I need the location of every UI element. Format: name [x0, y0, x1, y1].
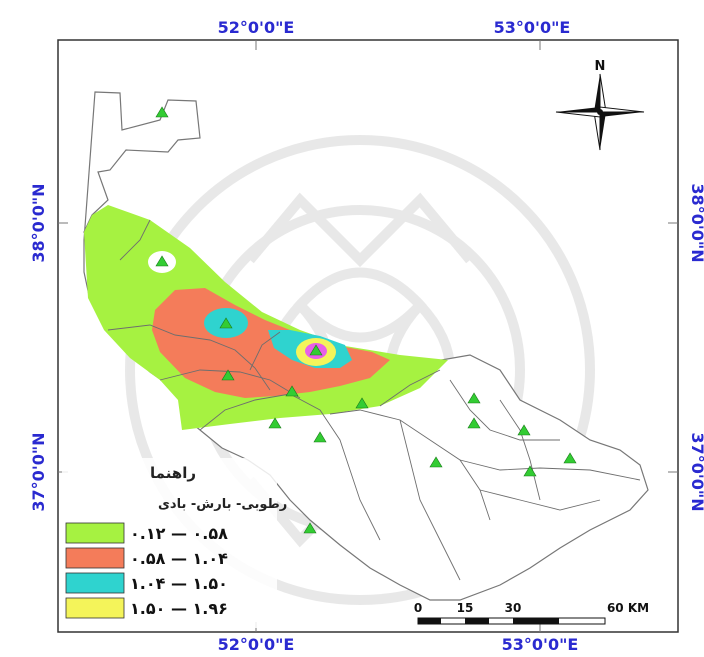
north-arrow	[555, 73, 645, 151]
scale-segment	[465, 618, 489, 624]
station-marker	[155, 106, 169, 118]
left-latitude-label-2: 37°0'0"N	[29, 432, 48, 511]
bottom-longitude-label-2: 53°0'0"E	[502, 635, 579, 654]
bottom-longitude-label-1: 52°0'0"E	[218, 635, 295, 654]
station-marker	[309, 344, 323, 356]
station-marker	[563, 452, 577, 464]
top-longitude-label-1: 52°0'0"E	[218, 18, 295, 37]
station-marker	[355, 397, 369, 409]
top-longitude-label-2: 53°0'0"E	[494, 18, 571, 37]
legend-subtitle: رطوبی- بارش- بادی	[158, 497, 287, 512]
scale-tick-0: 0	[414, 601, 422, 615]
station-marker	[523, 465, 537, 477]
station-marker	[155, 255, 169, 267]
station-marker	[219, 317, 233, 329]
legend-label: ۰.۵۸ — ۱.۰۴	[130, 549, 228, 568]
station-marker	[517, 424, 531, 436]
legend-swatch	[65, 547, 125, 569]
left-latitude-label-1: 38°0'0"N	[29, 183, 48, 262]
station-marker	[467, 392, 481, 404]
legend-swatch	[65, 572, 125, 594]
scale-tick-30: 30	[505, 601, 522, 615]
scale-segment	[513, 618, 559, 624]
station-marker	[285, 385, 299, 397]
scale-tick-60: 60 KM	[607, 601, 649, 615]
scale-segment	[418, 618, 441, 624]
station-marker	[268, 417, 282, 429]
right-latitude-label-2: 37°0'0"N	[688, 432, 704, 511]
station-marker	[429, 456, 443, 468]
station-marker	[221, 369, 235, 381]
station-markers	[155, 106, 577, 534]
station-marker	[467, 417, 481, 429]
station-marker	[313, 431, 327, 443]
legend-label: ۱.۰۴ — ۱.۵۰	[130, 574, 228, 593]
station-marker	[303, 522, 317, 534]
legend-label: ۰.۱۲ — ۰.۵۸	[130, 524, 228, 543]
scale-bar: 0 15 30 60 KM	[414, 601, 649, 625]
legend-swatch	[65, 522, 125, 544]
scale-tick-15: 15	[457, 601, 474, 615]
right-latitude-label-1: 38°0'0"N	[688, 183, 704, 262]
legend-label: ۱.۵۰ — ۱.۹۶	[130, 599, 228, 618]
legend-rows: ۰.۱۲ — ۰.۵۸ ۰.۵۸ — ۱.۰۴ ۱.۰۴ — ۱.۵۰ ۱.۵۰ — …	[65, 522, 228, 619]
county-boundaries	[107, 219, 641, 581]
north-label: N	[595, 59, 606, 74]
legend-title: راهنما	[150, 464, 196, 482]
legend: راهنما رطوبی- بارش- بادی ۰.۱۲ — ۰.۵۸ ۰.۵۸…	[62, 458, 287, 628]
scale-bar-frame	[417, 617, 606, 625]
legend-swatch	[65, 597, 125, 619]
